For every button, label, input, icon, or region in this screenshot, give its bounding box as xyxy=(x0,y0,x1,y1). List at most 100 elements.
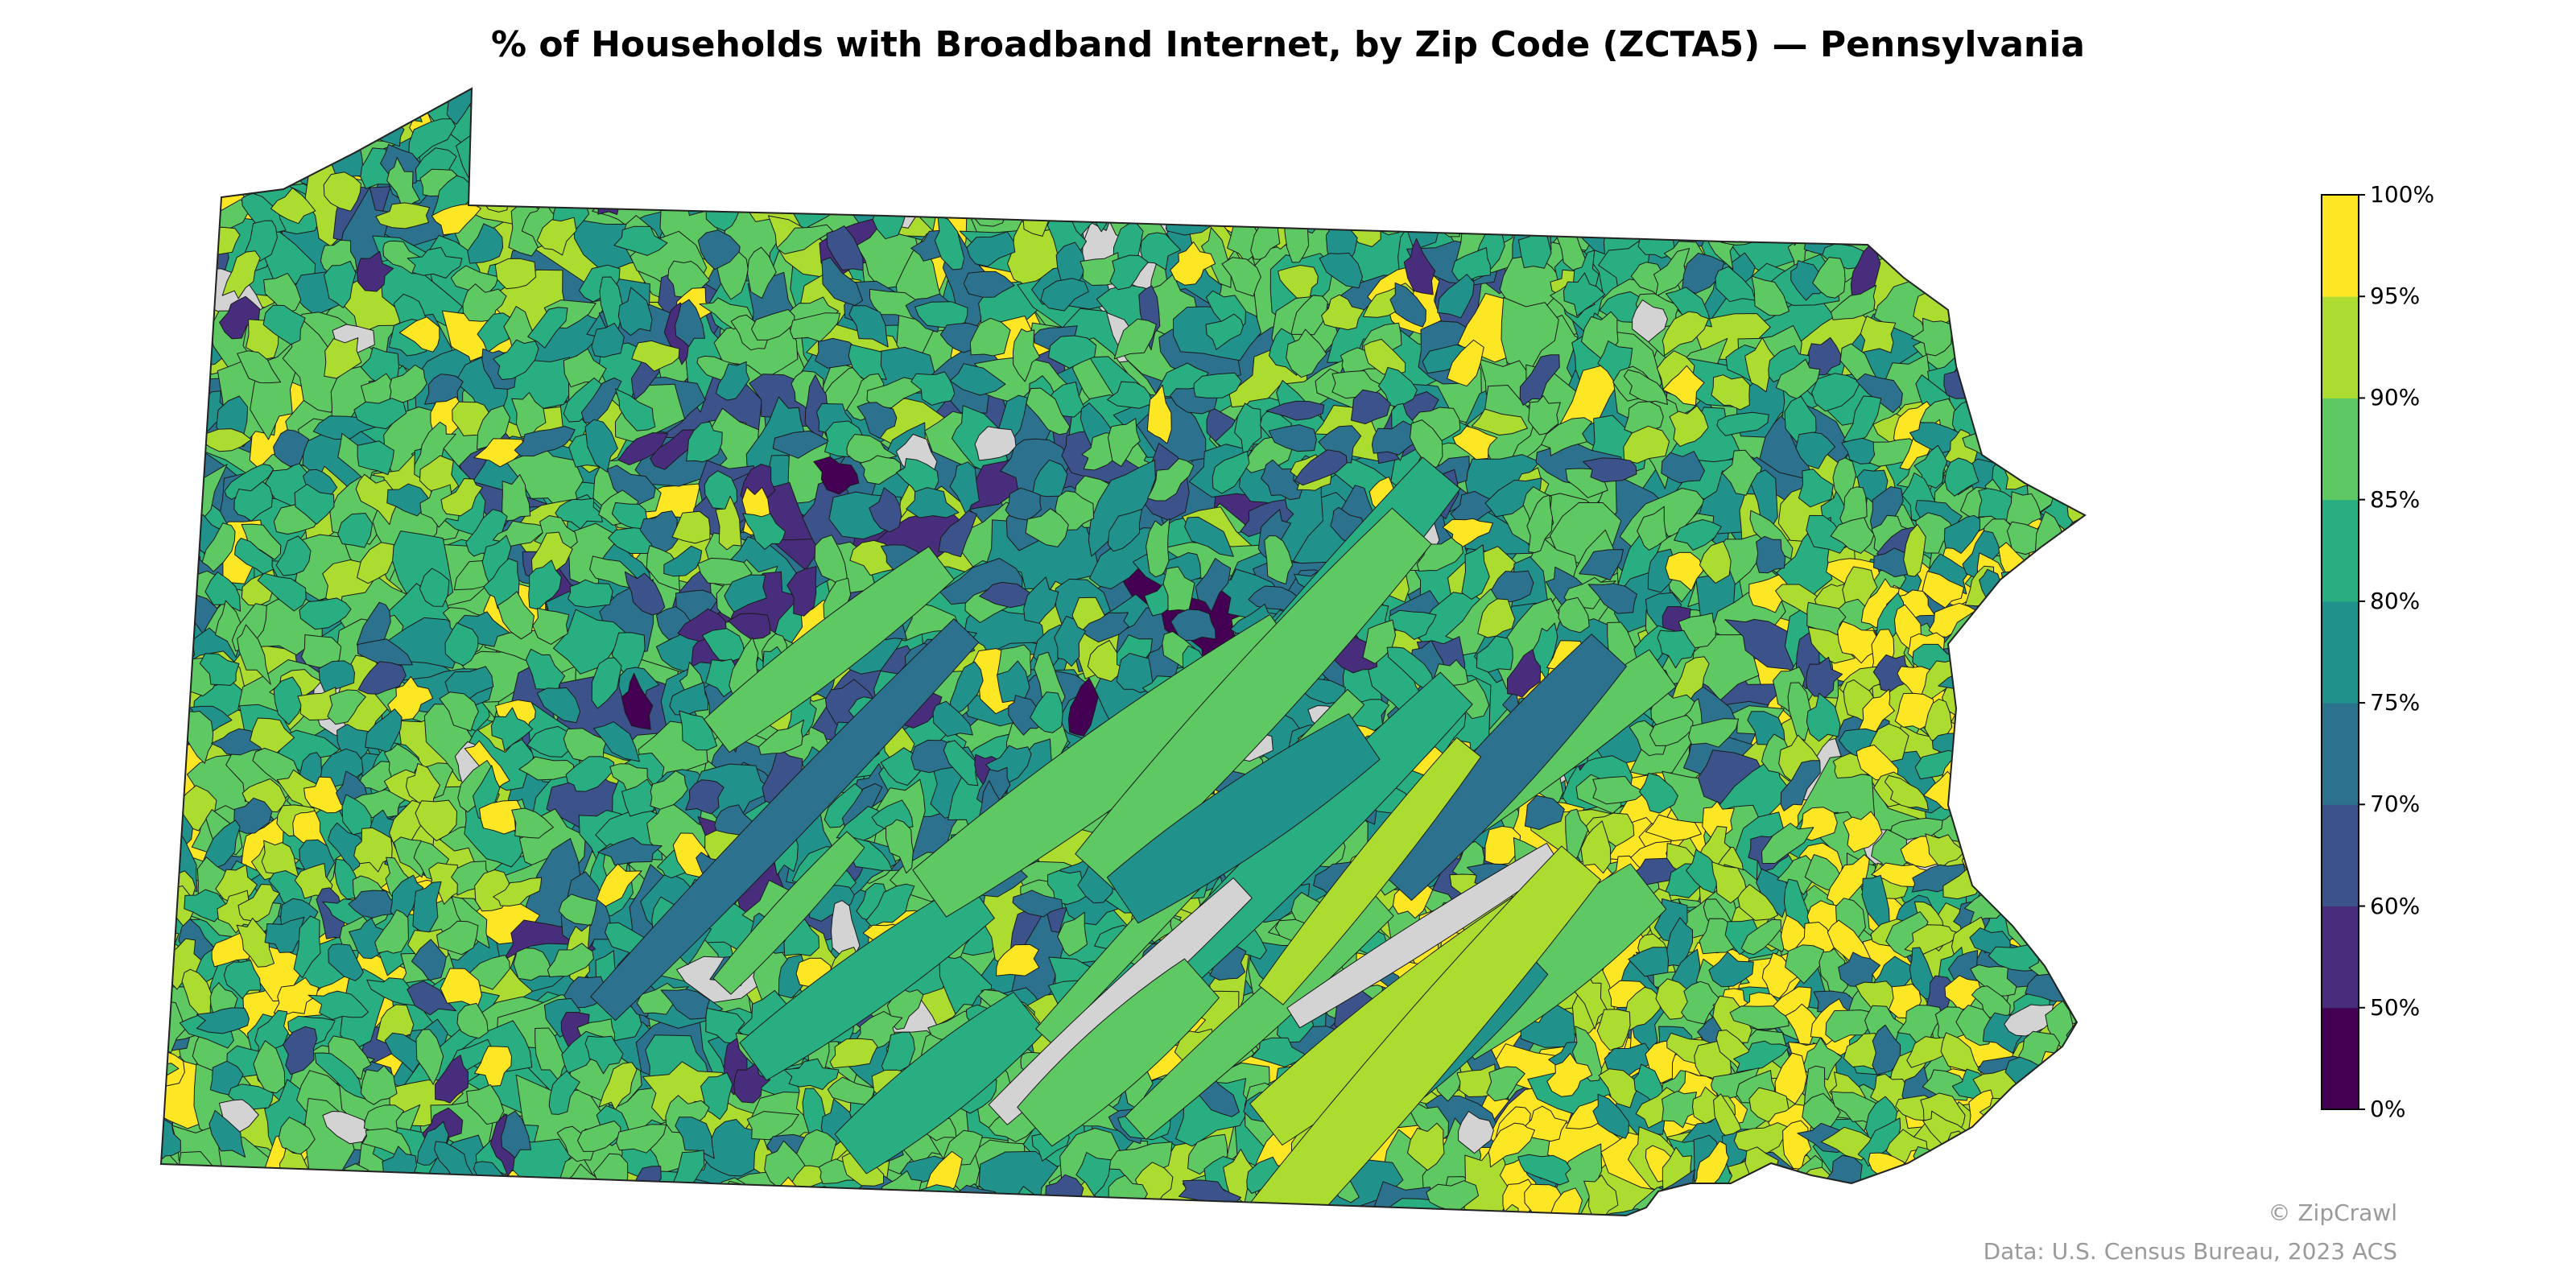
zip-code-region xyxy=(161,163,169,229)
zip-code-region xyxy=(2008,1093,2049,1140)
zip-code-region xyxy=(750,1201,778,1216)
zip-code-region xyxy=(1941,221,2050,346)
zip-code-region xyxy=(2054,598,2085,677)
zip-code-region xyxy=(233,481,273,522)
zip-code-region xyxy=(852,89,947,131)
zip-code-region xyxy=(978,1150,1059,1213)
zip-code-region xyxy=(615,388,656,431)
colorbar-bin xyxy=(2322,804,2359,907)
zip-code-region xyxy=(1212,451,1250,494)
zip-code-region xyxy=(1761,148,1818,187)
zip-code-region xyxy=(2034,1049,2085,1108)
zip-code-region xyxy=(110,83,156,182)
zip-code-region xyxy=(1971,780,2011,816)
zip-code-region xyxy=(219,295,261,340)
zip-code-region xyxy=(1418,142,1472,175)
zip-code-region xyxy=(1935,97,1979,200)
zip-code-region xyxy=(616,89,695,131)
zip-code-region xyxy=(251,132,303,167)
zip-code-region xyxy=(812,1186,852,1216)
zip-code-region xyxy=(1750,469,1778,529)
zip-code-region xyxy=(1204,89,1256,116)
zip-code-region xyxy=(1501,169,1535,221)
zip-code-region xyxy=(1751,275,1790,316)
zip-code-region xyxy=(408,118,456,160)
zip-code-region xyxy=(1040,278,1089,312)
zip-code-region xyxy=(822,173,872,208)
zip-code-region xyxy=(161,493,184,537)
zip-code-region xyxy=(2039,870,2085,952)
zip-code-region xyxy=(161,342,175,402)
zip-code-region xyxy=(1221,257,1261,297)
zip-code-region xyxy=(1146,384,1172,444)
zip-code-region xyxy=(2008,387,2050,437)
zip-code-region xyxy=(450,265,499,294)
zip-code-region xyxy=(1868,1224,1919,1253)
zip-code-region xyxy=(2005,648,2044,734)
zip-code-region xyxy=(1772,1208,1814,1216)
zip-code-region xyxy=(1998,627,2062,679)
zip-code-region xyxy=(1313,143,1384,219)
zip-code-region xyxy=(1806,171,1836,211)
zip-code-region xyxy=(1662,365,1705,407)
zip-code-region xyxy=(1422,89,1474,143)
colorbar-tick-label: 70% xyxy=(2370,791,2421,818)
zip-code-region xyxy=(311,1207,344,1216)
zip-code-region xyxy=(972,113,1046,183)
zip-code-region xyxy=(555,497,603,530)
zip-code-region xyxy=(1953,1154,2025,1216)
zip-code-region xyxy=(1022,198,1049,237)
zip-code-region xyxy=(1010,102,1058,137)
zip-code-region xyxy=(1722,130,1796,195)
zip-code-region xyxy=(1958,801,1991,848)
zip-code-region xyxy=(493,339,539,380)
zip-code-region xyxy=(686,421,723,463)
zip-code-region xyxy=(1856,373,1903,414)
zip-code-region xyxy=(556,96,646,151)
zip-code-region xyxy=(161,1003,178,1114)
zip-code-region xyxy=(1443,177,1534,229)
zip-code-region xyxy=(1947,105,2012,185)
zip-code-region xyxy=(279,1181,341,1216)
zip-code-region xyxy=(200,428,252,452)
zip-code-region xyxy=(817,123,877,204)
zip-code-region xyxy=(2051,1113,2085,1186)
zip-code-region xyxy=(798,89,901,224)
zip-code-region xyxy=(294,484,335,525)
zip-code-region xyxy=(357,440,394,476)
zip-code-region xyxy=(1568,89,1694,188)
zip-code-region xyxy=(1268,424,1317,452)
zip-code-region xyxy=(1920,184,2060,274)
zip-code-region xyxy=(161,293,202,326)
zip-code-region xyxy=(573,111,638,188)
zip-code-region xyxy=(813,456,860,495)
zip-code-region xyxy=(848,344,887,382)
colorbar-tick-label: 100% xyxy=(2370,181,2435,208)
zip-code-region xyxy=(654,100,782,217)
zip-code-region xyxy=(1703,176,1769,239)
zip-code-region xyxy=(161,161,200,277)
zip-code-region xyxy=(1893,89,1941,151)
zip-code-region xyxy=(1963,700,2085,779)
zip-code-region xyxy=(2011,1191,2045,1216)
zip-code-region xyxy=(1707,1216,1732,1263)
zip-code-region xyxy=(1981,769,2045,836)
zip-code-region xyxy=(567,1207,600,1216)
zip-code-region xyxy=(120,776,155,819)
zip-code-region xyxy=(1986,258,2027,295)
zip-code-region xyxy=(161,214,171,256)
zip-code-region xyxy=(2049,460,2085,497)
zip-code-region xyxy=(1653,248,1690,297)
zip-code-region xyxy=(2058,325,2085,384)
zip-code-region xyxy=(1410,419,1443,469)
zip-code-region xyxy=(1850,119,1912,147)
zip-code-region xyxy=(1663,149,1707,190)
zip-code-region xyxy=(2000,838,2041,890)
zip-code-region xyxy=(221,250,261,299)
zip-code-region xyxy=(1739,89,1806,147)
zip-code-region xyxy=(821,257,863,306)
zip-code-region xyxy=(1950,295,2033,355)
zip-code-region xyxy=(2067,606,2085,633)
zip-code-region xyxy=(2069,946,2085,993)
zip-code-region xyxy=(1918,195,1957,234)
